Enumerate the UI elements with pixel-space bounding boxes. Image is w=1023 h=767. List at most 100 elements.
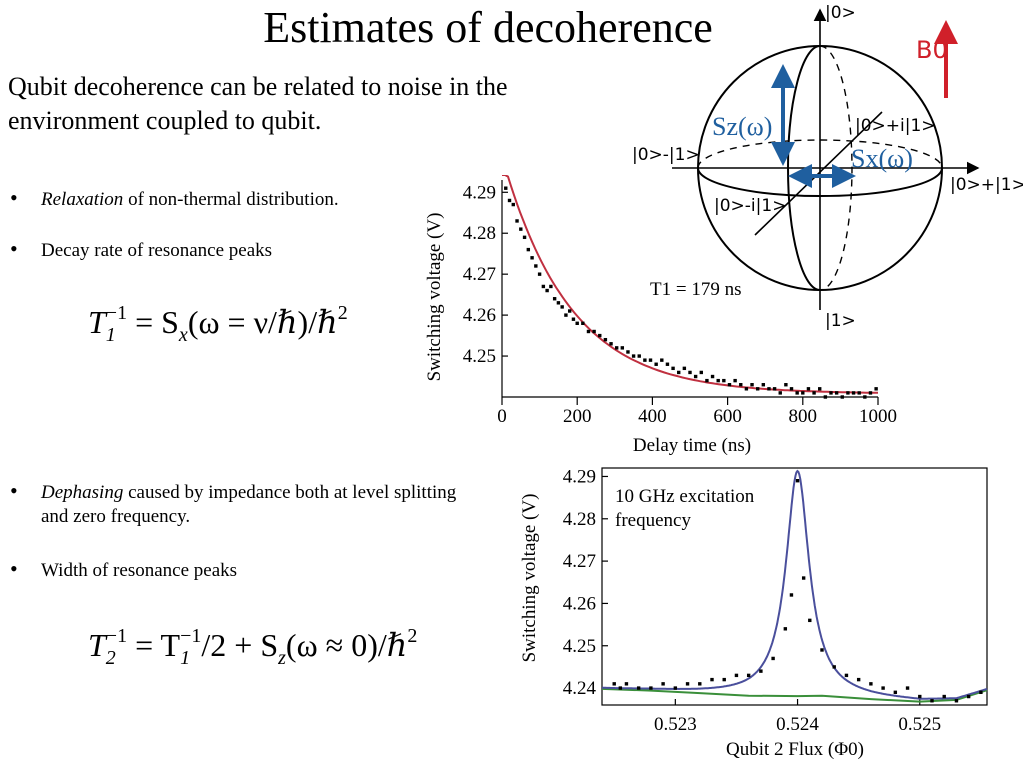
chart1-data-point [592,329,596,334]
bullet-text: caused by impedance both at level splitt… [41,482,457,527]
chart1-data-point [710,374,715,379]
chart2-data-point [832,665,836,669]
x-tick-label: 0 [497,406,507,427]
chart2-data-point [942,694,946,699]
chart1-data-point [834,391,839,395]
chart1-data-point [660,358,664,362]
eq-t1-lhs-sup: −1 [105,302,128,324]
bloch-sphere-diagram: |0> |1> |0>+|1> |0>-|1> |0>+i|1> |0>-i|1… [632,3,1023,331]
bullet-icon: • [10,236,18,261]
eq-t2-mid-sup: −1 [180,625,202,647]
chart2-data-point [801,576,806,580]
bullet-icon: • [10,478,18,503]
chart1-data-point [823,395,828,399]
chart1-data-point [682,366,687,371]
chart1-data-point [586,329,591,334]
chart1-annotation: T1 = 179 ns [650,279,741,300]
chart1-data-point [829,391,833,395]
chart-resonance-peak: 0.523 0.524 0.5254.244.254.264.274.284.29 … [519,466,988,760]
chart1-data-point [727,383,732,387]
label-b0: B0 [916,36,948,64]
chart1-data-point [643,358,647,362]
chart1-data-point [863,395,867,399]
chart2-data-point [636,686,641,690]
chart1-data-point [772,387,777,391]
eq-t1-lhs: T [88,304,106,340]
chart2-data-point [612,682,616,686]
chart2-data-point [746,673,751,678]
label-back-state: |0>+i|1> [855,116,936,136]
x-tick-label: 1000 [859,406,897,427]
chart1-data-point [581,321,585,326]
chart1-data-point [778,391,782,395]
chart1-data-point [705,378,709,383]
chart1-data-point [631,354,636,358]
chart1-data-point [755,387,760,391]
chart2-data-point [930,699,934,703]
chart2-annotation-line1: 10 GHz excitation [615,486,755,507]
equation-t2: T2−1 = T1−1/2 + Sz(ω ≈ 0)/ℏ2 [88,625,417,670]
chart1-data-point [534,264,538,268]
chart1-data-point [750,383,754,387]
bullet-text: Decay rate of resonance peaks [41,240,273,261]
eq-t1-rhs-arg: (ω = ν/ℏ)/ℏ [187,304,338,340]
chart1-data-point [526,247,531,252]
chart2-data-point [698,682,702,686]
chart1-data-point [767,387,771,391]
chart1-data-point [614,346,619,350]
y-tick-label: 4.27 [563,551,596,572]
eq-t1-rhs-sub: x [178,324,188,346]
y-tick-label: 4.24 [563,678,597,699]
chart1-data-point [795,391,799,395]
chart2-data-point [954,699,959,703]
bullet-italic: Relaxation [41,189,124,210]
chart1-data-point [504,186,508,190]
chart1-data-point [716,378,720,383]
chart1-data-point [654,362,658,366]
label-sz: Sz(ω) [712,112,772,141]
chart1-data-point [784,383,788,387]
chart1-data-point [665,362,670,366]
chart1-data-point [789,387,794,391]
chart1-data-point [688,370,692,375]
chart2-data-point [734,673,739,678]
eq-t2-mid-rest: /2 + S [201,627,279,663]
chart1-data-point [571,317,576,321]
label-bottom-state: |1> [825,311,856,331]
label-front-state: |0>-i|1> [714,196,786,216]
chart2-data-point [808,618,812,623]
chart2-data-point [893,690,898,695]
chart1-data-point [648,358,653,362]
chart2-data-point [673,686,678,690]
chart1-data-point [541,284,546,289]
chart1-data-point [851,391,856,395]
chart2-lorentzian-fit [602,469,988,700]
eq-t2-rhs-sub: z [278,647,286,669]
chart2-baseline-curve [601,687,988,703]
chart1-data-point [637,354,641,358]
chart2-data-point [881,686,885,690]
y-tick-label: 4.25 [563,636,596,657]
chart1-data-point [806,387,811,391]
eq-t1-lhs-sub: 1 [105,324,116,346]
chart2-data-point [918,694,922,699]
y-tick-label: 4.28 [463,223,496,244]
y-tick-label: 4.29 [463,182,496,203]
chart1-data-point [519,227,523,231]
eq-t2-lhs: T [88,627,106,663]
chart1-data-point [549,284,553,289]
chart1-y-axis-label: Switching voltage (V) [424,213,445,382]
chart1-data-point [693,374,698,379]
x-tick-label: 0.524 [776,714,819,735]
chart1-data-point [515,219,519,223]
chart1-data-point [733,378,737,383]
chart1-data-point [874,387,878,391]
chart1-data-point [761,383,766,387]
chart2-data-point [905,686,910,690]
chart2-data-point [795,478,800,483]
chart1-data-point [560,305,564,309]
x-tick-label: 0.523 [654,714,697,735]
intro-text: Qubit decoherence can be related to nois… [8,72,508,135]
chart2-data-point [844,673,849,678]
chart1-data-point [522,235,527,240]
